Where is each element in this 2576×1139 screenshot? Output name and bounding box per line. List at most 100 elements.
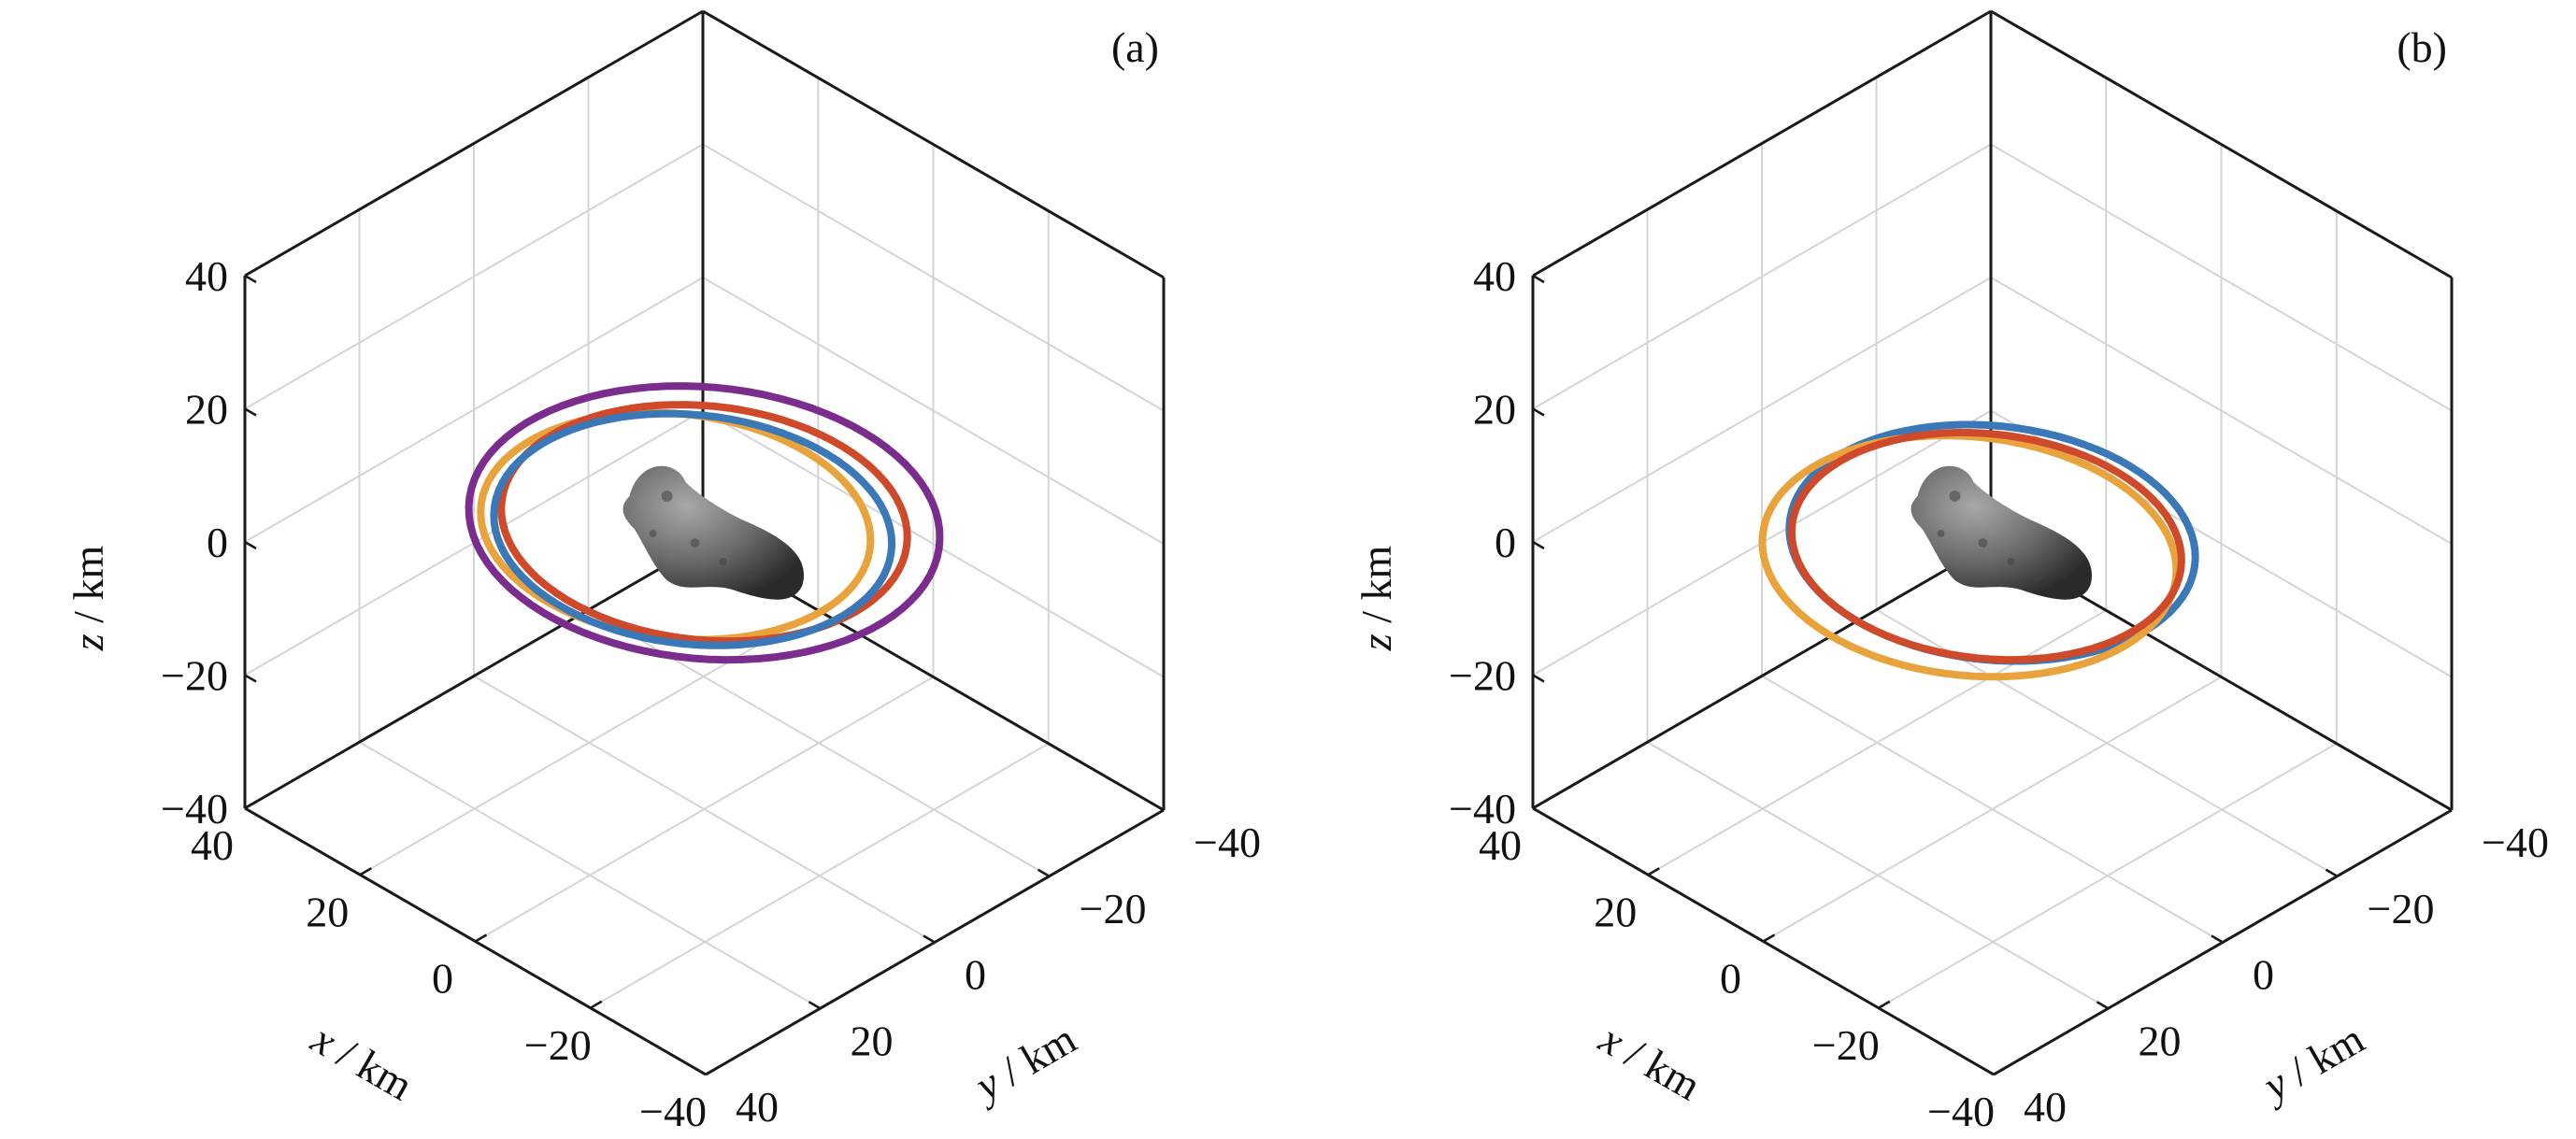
chart-b-ztick-mark [1532, 674, 1545, 683]
panel-a: 40 20 0 −20 −40 40 20 0 −20 −40 −40 −20 0 20 40 z / km x… [64, 9, 1261, 1135]
chart-b-xtick-mark [1878, 1000, 1891, 1009]
chart-a-ytick-label: 0 [965, 951, 986, 999]
chart-b-orbit-2 [1787, 429, 2185, 664]
chart-a-gridline [244, 277, 704, 543]
chart-a-crater [661, 491, 673, 502]
chart-b-xtick-label: −20 [1812, 1021, 1880, 1069]
chart-a-ytick-mark [1037, 868, 1051, 877]
chart-b-xlabel: x / km [1591, 1014, 1709, 1109]
chart-a-gridline [244, 143, 704, 410]
chart-b-xtick-mark [1762, 933, 1776, 943]
chart-b-gridline [1761, 675, 2224, 944]
chart-b-ytick-label: 0 [2253, 951, 2274, 999]
chart-a-xtick-label: −20 [524, 1021, 592, 1069]
chart-a-zlabel: z / km [64, 546, 112, 652]
chart-a-orbit-0 [465, 382, 944, 664]
chart-a-ztick-mark [244, 407, 257, 417]
chart-b-ztick-mark [1532, 806, 1545, 817]
chart-a-gridline [702, 143, 1165, 412]
chart-a-gridline [358, 741, 822, 1010]
chart-a-ztick-mark [244, 806, 257, 817]
chart-a-asteroid [623, 465, 805, 600]
chart-a-panel-label: (a) [1111, 23, 1159, 71]
chart-b-gridline [1647, 609, 2107, 876]
chart-a-gridline [702, 277, 1165, 545]
chart-a-ztick-label: −40 [161, 785, 228, 833]
chart-b-gridline [1990, 277, 2453, 545]
chart-b-ztick-mark [1532, 274, 1545, 284]
chart-a-ytick-label: −20 [1080, 885, 1147, 933]
chart-b-gridline [1532, 277, 1992, 543]
chart-b-gridline [1646, 741, 2110, 1010]
chart-a-xlabel: x / km [303, 1014, 421, 1109]
chart-a-gridline [359, 609, 819, 876]
chart-a-xtick-label: 20 [306, 888, 349, 935]
chart-a-crater [719, 558, 727, 565]
chart-b-axis-line [1532, 542, 1992, 810]
chart-b-panel-label: (b) [2397, 23, 2447, 71]
chart-b-gridline [1990, 143, 2453, 412]
chart-b-ytick-mark [2211, 934, 2224, 944]
chart-a-crater [690, 538, 700, 548]
chart-b-ytick-mark [2325, 868, 2339, 877]
chart-b-ztick-label: 20 [1473, 386, 1516, 434]
chart-a-ztick-label: −20 [161, 652, 228, 700]
chart-b-ytick-label: −40 [2482, 819, 2549, 866]
chart-a-ytick-label: 40 [736, 1083, 779, 1131]
chart-b-xtick-label: 20 [1594, 888, 1637, 935]
chart-b-ztick-label: −40 [1449, 785, 1516, 833]
chart-a-ytick-mark [923, 934, 936, 944]
chart-b-zlabel: z / km [1352, 546, 1400, 652]
chart-a-ytick-mark [1152, 802, 1165, 812]
chart-b-ztick-label: −20 [1449, 652, 1516, 700]
chart-b-ytick-mark [2440, 802, 2453, 812]
chart-b-ztick-label: 40 [1473, 252, 1516, 300]
chart-a-xtick-label: 0 [432, 955, 453, 1003]
chart-a-axis-line [244, 542, 704, 810]
chart-a-gridline [473, 675, 936, 944]
chart-a-xtick-mark [359, 867, 372, 876]
chart-b-xtick-label: 0 [1720, 955, 1741, 1003]
chart-b-asteroid [1911, 465, 2093, 600]
chart-a-crater [649, 530, 657, 537]
chart-a-ztick-label: 0 [207, 519, 228, 566]
chart-a-xtick-mark [590, 1000, 603, 1009]
chart-b-axis-line [1532, 9, 1992, 278]
chart-a-ztick-mark [244, 540, 257, 550]
chart-a-xtick-mark [705, 1066, 718, 1076]
chart-b-xtick-mark [1993, 1066, 2006, 1076]
chart-b-gridline [1532, 143, 1992, 410]
chart-b-ytick-label: 40 [2024, 1083, 2067, 1131]
chart-a-ytick-mark [694, 1066, 707, 1076]
chart-b-xtick-mark [1532, 800, 1545, 810]
chart-b-xtick-label: 40 [1479, 821, 1522, 869]
chart-b-xtick-label: −40 [1927, 1088, 1995, 1135]
chart-b-ztick-mark [1532, 540, 1545, 550]
chart-a-ytick-mark [808, 1001, 822, 1010]
chart-a-axis-line [702, 9, 1165, 279]
chart-b-crater [1949, 491, 1961, 502]
chart-a-ylabel: y / km [964, 1015, 1084, 1112]
chart-b-axis-line [1990, 9, 2453, 279]
chart-a-ztick-label: 20 [185, 386, 228, 434]
chart-b-ytick-mark [2096, 1001, 2110, 1010]
chart-a-axis-line [244, 9, 704, 278]
chart-a-ztick-mark [244, 274, 257, 284]
chart-a-ytick-label: −40 [1194, 819, 1261, 866]
chart-b-crater [1937, 530, 1945, 537]
chart-b-ytick-label: −20 [2368, 885, 2435, 933]
chart-a-xtick-label: −40 [639, 1088, 707, 1135]
chart-b-crater [1978, 538, 1988, 548]
chart-b-orbit-1 [1758, 432, 2181, 681]
chart-a-orbit-3 [490, 409, 896, 649]
chart-a-xtick-label: 40 [191, 821, 234, 869]
chart-b-ytick-mark [1982, 1066, 1995, 1076]
chart-b-ztick-mark [1532, 407, 1545, 417]
chart-b-crater [2034, 571, 2044, 580]
chart-b-ylabel: y / km [2252, 1015, 2372, 1112]
chart-a-ytick-label: 20 [851, 1017, 894, 1064]
chart-b-crater [2007, 558, 2015, 565]
chart-a-crater [746, 571, 756, 580]
